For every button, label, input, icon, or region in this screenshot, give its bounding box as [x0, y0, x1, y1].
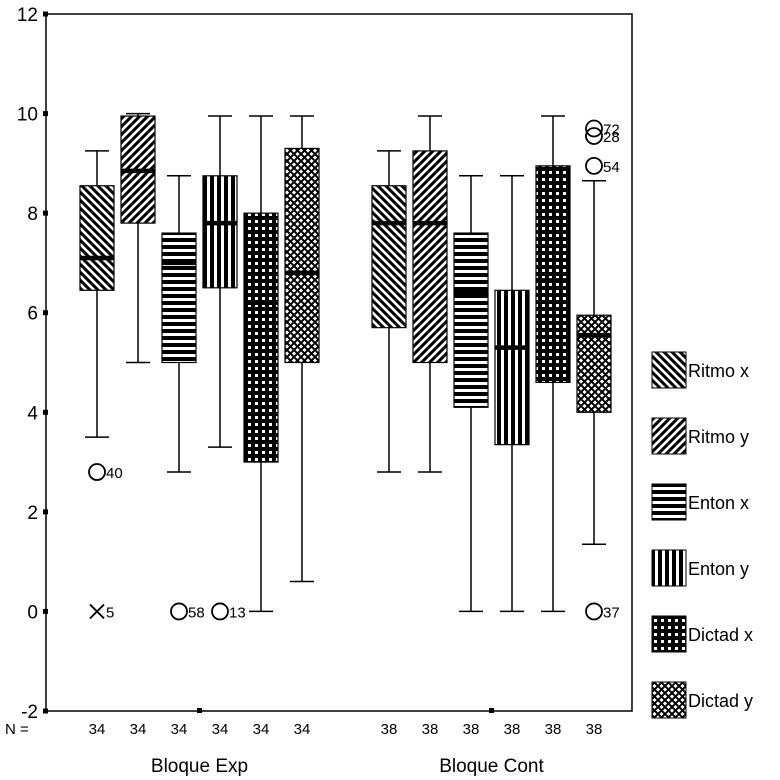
box-enton-x — [453, 175, 489, 613]
box-iqr — [79, 185, 115, 291]
legend-label: Dictad y — [688, 691, 753, 711]
outlier-label: 54 — [603, 159, 620, 176]
legend-item: Ritmo y — [651, 417, 749, 455]
y-tick-mark — [43, 210, 48, 216]
y-tick-mark — [43, 509, 48, 515]
outlier-marker — [585, 119, 603, 138]
outlier-marker — [88, 463, 106, 481]
outlier-label: 72 — [603, 122, 620, 139]
n-count-label: 34 — [253, 721, 270, 738]
box-ritmo-y — [412, 115, 448, 473]
n-count-label: 38 — [545, 721, 562, 738]
n-count-label: 34 — [212, 721, 229, 738]
box-ritmo-y — [120, 112, 156, 364]
y-axis: -2 0 2 4 6 8 10 12 — [17, 5, 48, 723]
outlier-marker — [585, 127, 603, 145]
x-tick-mark — [489, 708, 494, 713]
n-count-label: 34 — [130, 721, 147, 738]
group-label: Bloque Cont — [439, 756, 544, 777]
n-count-label: 34 — [294, 721, 311, 738]
box-iqr — [243, 212, 279, 463]
legend-item: Enton y — [651, 549, 749, 587]
box-enton-x: 58 — [161, 175, 205, 621]
box-iqr — [202, 175, 238, 289]
y-tick-mark — [43, 708, 48, 714]
n-count-label: 34 — [171, 721, 188, 738]
n-count-label: 38 — [381, 721, 398, 738]
legend: Ritmo x Ritmo y Enton x Enton y Dictad x Dict… — [651, 351, 753, 719]
box-ritmo-x: 40 5 — [79, 150, 123, 621]
outlier-label: 13 — [229, 604, 246, 621]
y-tick-label: 10 — [17, 105, 38, 126]
legend-swatch — [651, 681, 687, 719]
legend-item: Ritmo x — [651, 351, 749, 389]
y-tick-mark — [43, 111, 48, 117]
y-tick-label: 0 — [27, 602, 38, 623]
group-label: Bloque Exp — [151, 756, 248, 777]
outlier-label: 5 — [106, 604, 114, 621]
outlier-marker — [585, 156, 603, 175]
box-iqr — [371, 185, 407, 329]
y-tick-label: 2 — [27, 503, 38, 524]
legend-swatch — [651, 615, 687, 653]
y-tick-label: -2 — [21, 702, 38, 723]
legend-label: Ritmo y — [688, 427, 749, 447]
x-axis: 34 34 34 34 34 34 Bloque Exp 38 38 38 38 38 38 Bloque… — [5, 708, 602, 777]
legend-swatch — [651, 549, 687, 587]
box-enton-y — [494, 175, 530, 613]
box-dictad-x — [243, 115, 279, 613]
box-ritmo-x — [371, 150, 407, 473]
legend-swatch — [651, 417, 687, 455]
y-tick-label: 8 — [27, 204, 38, 225]
legend-label: Enton y — [688, 559, 749, 579]
y-tick-mark — [43, 608, 48, 614]
legend-swatch — [651, 351, 687, 389]
outlier-marker — [585, 602, 603, 621]
legend-label: Enton x — [688, 493, 749, 513]
n-count-label: 38 — [586, 721, 603, 738]
n-prefix-label: N = — [5, 721, 29, 738]
box-iqr — [161, 232, 197, 364]
legend-item: Dictad y — [651, 681, 753, 719]
y-tick-label: 12 — [17, 5, 38, 26]
outlier-label: 28 — [603, 129, 620, 146]
y-tick-label: 6 — [27, 304, 38, 325]
legend-label: Ritmo x — [688, 361, 749, 381]
box-enton-y: 13 — [202, 115, 246, 621]
box-iqr — [284, 147, 320, 364]
x-tick-mark — [197, 708, 202, 713]
legend-label: Dictad x — [688, 625, 753, 645]
y-tick-mark — [43, 11, 48, 17]
box-iqr — [535, 165, 571, 384]
outlier-marker — [170, 602, 188, 621]
n-count-label: 34 — [89, 721, 106, 738]
box-dictad-x — [535, 115, 571, 613]
box-iqr — [576, 314, 612, 413]
legend-item: Enton x — [651, 483, 749, 521]
legend-swatch — [651, 483, 687, 521]
outlier-label: 58 — [188, 604, 205, 621]
outlier-marker — [211, 602, 229, 621]
box-dictad-y — [284, 115, 320, 583]
y-tick-mark — [43, 310, 48, 316]
n-count-label: 38 — [504, 721, 521, 738]
y-tick-mark — [43, 409, 48, 415]
n-count-label: 38 — [422, 721, 439, 738]
n-count-label: 38 — [463, 721, 480, 738]
extreme-marker — [89, 603, 105, 620]
box-iqr — [453, 232, 489, 408]
y-tick-label: 4 — [27, 403, 38, 424]
box-iqr — [412, 150, 448, 364]
box-iqr — [494, 289, 530, 446]
outlier-label: 40 — [106, 465, 123, 482]
outlier-label: 37 — [603, 604, 620, 621]
legend-item: Dictad x — [651, 615, 753, 653]
